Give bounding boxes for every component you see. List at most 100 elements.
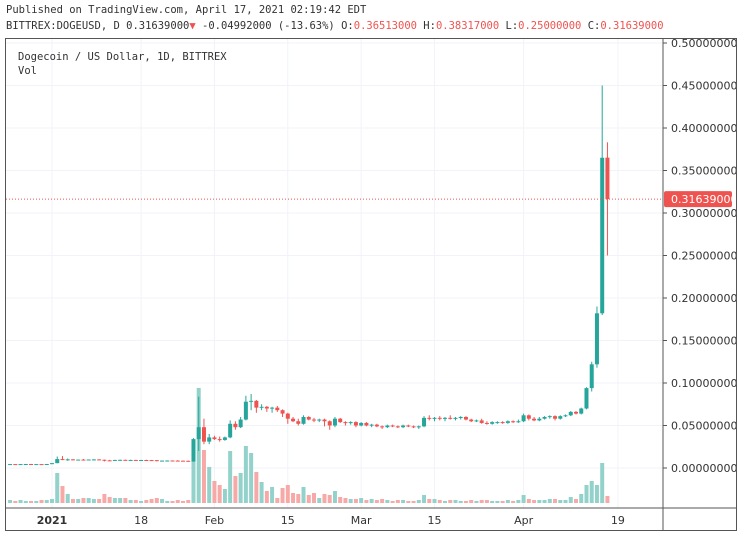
volume-bar [542,500,547,503]
candle-body [254,400,259,408]
candle-body [411,426,416,428]
volume-bar [558,500,563,503]
candle-body [76,459,81,461]
candle-body [233,423,238,428]
candle-body [275,407,280,411]
close-label: C: [587,20,601,32]
candle-body [285,413,290,419]
x-tick-label: 15 [281,514,295,527]
volume-bar [553,499,558,503]
volume-bar [55,473,60,503]
volume-bar [60,486,65,503]
y-tick-label: 0.50000000 [671,39,736,50]
candle-body [34,464,39,466]
volume-bar [322,494,327,503]
volume-bar [50,499,54,503]
candle-body [589,364,594,389]
candle-body [453,417,458,419]
volume-bar [437,500,442,503]
last-price-badge [664,191,732,208]
candle-body [458,417,463,418]
volume-label: Vol [18,65,37,77]
candle-body [123,459,128,461]
volume-bar [380,499,385,503]
volume-bar [280,488,285,503]
volume-bar [395,500,400,503]
volume-bar [516,500,521,503]
candle-body [65,459,70,461]
y-tick-label: 0.30000000 [671,207,736,220]
volume-bar [29,501,34,503]
candle-body [495,422,500,424]
candle-body [395,426,400,428]
volume-bar [212,481,217,503]
volume-bar [228,451,233,503]
x-tick-label: 18 [134,514,148,527]
candle-body [23,464,28,466]
change: -0.04992000 (-13.63%) [202,20,335,32]
volume-bar [207,467,212,503]
y-tick-label: 0.20000000 [671,292,736,305]
volume-bar [385,500,390,503]
candle-body [249,400,254,402]
last-price: 0.31639000 [126,20,190,32]
candle-body [526,415,531,419]
candle-body [128,459,133,461]
volume-bar [332,491,337,503]
x-tick-label: Apr [514,514,534,527]
candle-body [443,417,447,419]
volume-bar [495,501,500,503]
candle-body [149,460,154,462]
chart-frame[interactable]: 0.50000000 0.45000000 0.40000000 0.35000000… [5,38,737,531]
candle-body [380,426,385,428]
candle-body [144,460,149,462]
candle-body [91,459,96,461]
candle-body [44,464,49,466]
volume-bar [175,500,180,503]
volume-bar [264,491,269,503]
volume-bar [568,497,573,503]
triangle-down-icon: ▼ [189,20,196,32]
candle-body [317,419,322,421]
volume-bar [165,501,170,503]
candle-body [584,388,589,409]
price-chart[interactable]: 0.50000000 0.45000000 0.40000000 0.35000000… [6,39,736,530]
volume-bar [18,500,23,503]
volume-bar [490,501,495,503]
y-tick-label: 0.35000000 [671,165,736,178]
volume-bar [102,494,107,503]
candle-body [537,418,542,421]
candle-body [165,460,170,462]
volume-bar [144,500,149,503]
candle-body [18,464,23,466]
candle-body [118,459,123,461]
candle-body [70,459,75,461]
volume-bar [589,481,594,503]
candle-body [191,439,196,462]
volume-bar [521,495,526,503]
volume-bar [13,501,18,503]
candle-body [532,418,537,421]
volume-bar [23,501,28,503]
volume-bar [154,498,159,503]
volume-bar [34,501,39,503]
high-label: H: [423,20,436,32]
volume-bar [422,495,427,503]
candle-body [563,415,568,417]
candle-body [542,417,547,419]
candle-body [50,463,54,465]
candle-body [222,437,227,440]
volume-bar [594,485,599,503]
volume-bar [301,487,306,503]
candle-body [369,424,374,426]
x-tick-label: Mar [351,514,372,527]
y-tick-label: 0.15000000 [671,335,736,348]
volume-bar [275,498,280,503]
volume-bar [406,501,411,503]
volume-bar [44,500,49,503]
candle-body [327,421,332,426]
candle-body [154,460,159,462]
volume-bar [91,499,96,503]
high-value: 0.38317000 [435,20,500,32]
candle-body [364,422,369,426]
